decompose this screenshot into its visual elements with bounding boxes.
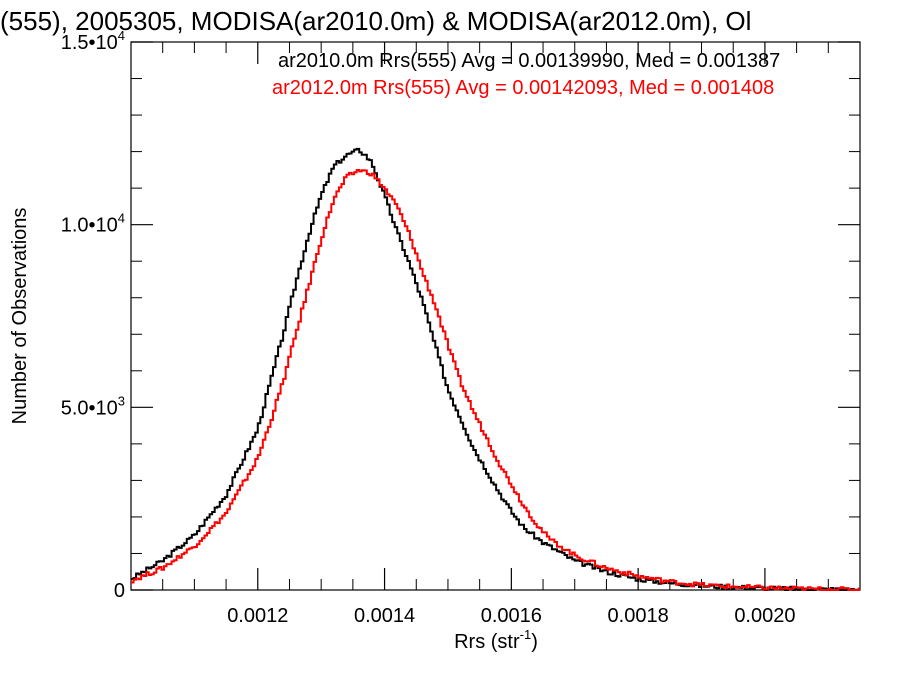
y-tick-label-2: 1.0•104 bbox=[61, 211, 125, 237]
series-line-2 bbox=[131, 169, 860, 591]
x-tick-label-1: 0.0014 bbox=[354, 605, 415, 627]
x-axis-label-main: Rrs (str bbox=[454, 631, 520, 653]
x-tick-label-2: 0.0016 bbox=[481, 605, 542, 627]
x-axis-ticks bbox=[162, 42, 861, 590]
legend-entry-1: ar2010.0m Rrs(555) Avg = 0.00139990, Med… bbox=[278, 50, 780, 72]
y-tick-label-3: 1.5•104 bbox=[61, 28, 125, 54]
y-tick-label-mantissa: 1.5•10 bbox=[61, 32, 118, 54]
chart-title: (555), 2005305, MODISA(ar2010.0m) & MODI… bbox=[0, 6, 751, 36]
y-tick-label-exponent: 3 bbox=[118, 393, 125, 408]
y-tick-label-exponent: 4 bbox=[118, 28, 125, 43]
x-axis-label-superscript: -1 bbox=[520, 627, 532, 642]
x-axis-label: Rrs (str-1) bbox=[454, 627, 538, 653]
y-axis-ticks bbox=[131, 41, 860, 591]
y-tick-label-mantissa: 1.0•10 bbox=[61, 215, 118, 237]
x-axis-label-close: ) bbox=[531, 631, 538, 653]
x-tick-label-4: 0.0020 bbox=[734, 605, 795, 627]
y-tick-label-mantissa: 0 bbox=[114, 580, 125, 602]
y-tick-label-0: 0 bbox=[114, 580, 125, 602]
series-line-1 bbox=[131, 147, 860, 591]
series-group bbox=[131, 147, 860, 591]
plot-frame bbox=[130, 41, 861, 591]
y-tick-label-exponent: 4 bbox=[118, 211, 125, 226]
x-tick-label-3: 0.0018 bbox=[608, 605, 669, 627]
legend-entry-2: ar2012.0m Rrs(555) Avg = 0.00142093, Med… bbox=[272, 77, 774, 99]
x-tick-label-0: 0.0012 bbox=[227, 605, 288, 627]
y-axis-label: Number of Observations bbox=[9, 208, 31, 425]
x-axis-tick-labels: 0.0012 0.0014 0.0016 0.0018 0.0020 bbox=[227, 605, 795, 627]
y-tick-label-mantissa: 5.0•10 bbox=[61, 397, 118, 419]
y-tick-label-1: 5.0•103 bbox=[61, 393, 125, 419]
